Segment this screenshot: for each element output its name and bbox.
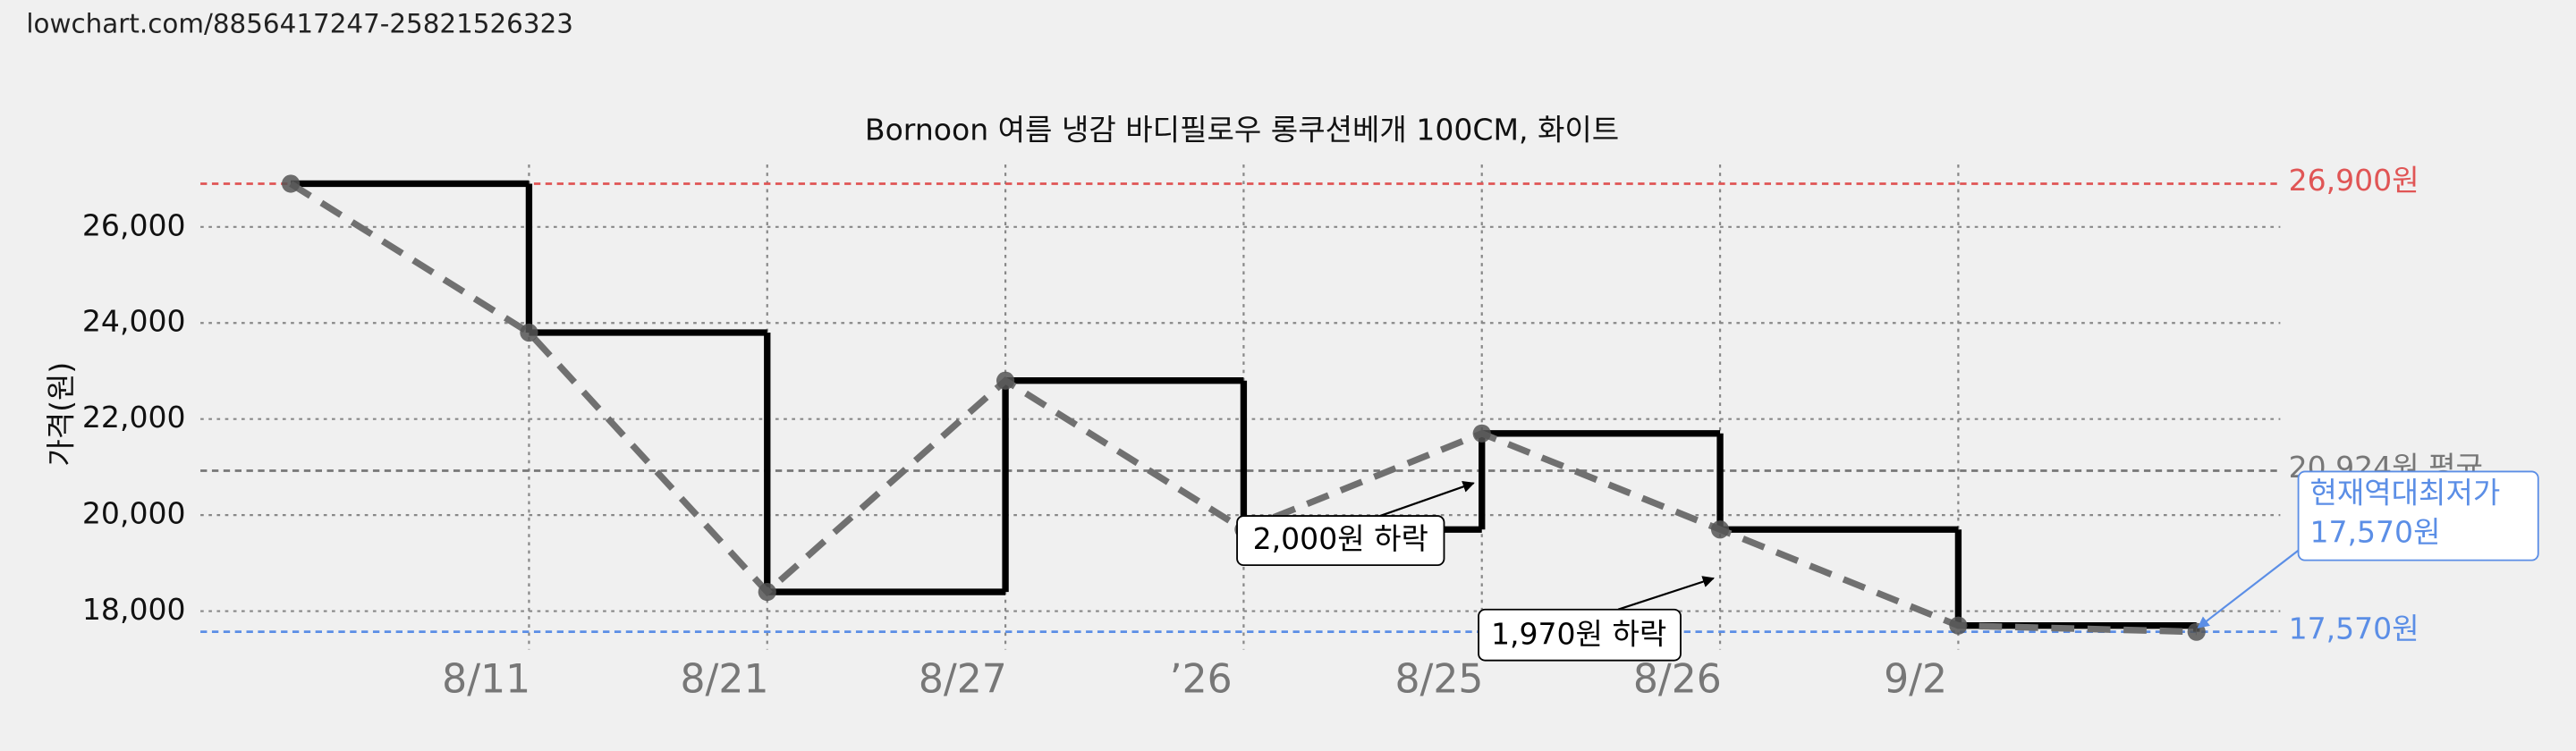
x-tick-label: 9/2 xyxy=(1884,657,1947,703)
y-axis-label: 가격(원) xyxy=(43,362,78,467)
x-tick-label: 8/27 xyxy=(919,657,1007,703)
annotation: 17,570원 xyxy=(2309,515,2440,550)
point xyxy=(1472,424,1491,443)
point xyxy=(520,323,538,342)
x-tick-label: 8/26 xyxy=(1633,657,1722,703)
x-tick-label: 8/11 xyxy=(442,657,530,703)
point xyxy=(758,582,776,602)
x-tick-label: 8/21 xyxy=(681,657,769,703)
annotation: 2,000원 하락 xyxy=(1253,521,1428,556)
y-tick-label: 20,000 xyxy=(82,496,186,531)
annotation-box xyxy=(2297,470,2539,561)
point xyxy=(282,174,301,193)
arrow xyxy=(1379,481,1475,518)
arrow xyxy=(1617,576,1715,611)
x-tick-label: 8/25 xyxy=(1394,657,1483,703)
arrow xyxy=(2197,549,2300,629)
annotation: 1,970원 하락 xyxy=(1491,617,1666,652)
reference-label: 26,900원 xyxy=(2289,163,2419,198)
marks xyxy=(282,174,2206,641)
point xyxy=(2187,622,2206,641)
annotation-box xyxy=(1236,515,1445,567)
x-tick-label: ’26 xyxy=(1170,657,1233,703)
y-tick-label: 18,000 xyxy=(82,592,186,627)
annotations: 2,000원 하락 1,970원 하락 현재역대최저가 17,570원 xyxy=(1236,470,2539,662)
reference-label: 17,570원 xyxy=(2289,611,2419,646)
annotation-box xyxy=(1478,608,1682,662)
annotation: 현재역대최저가 xyxy=(2309,476,2500,511)
y-tick-label: 24,000 xyxy=(82,304,186,339)
point xyxy=(996,371,1015,390)
point xyxy=(1710,520,1730,539)
chart-title: Bornoon 여름 냉감 바디필로우 롱쿠션베개 100CM, 화이트 xyxy=(865,113,1619,148)
url: lowchart.com/8856417247-25821526323 xyxy=(26,8,573,38)
point xyxy=(1949,616,1968,635)
y-tick-label: 22,000 xyxy=(82,400,186,435)
y-tick-label: 26,000 xyxy=(82,207,186,242)
